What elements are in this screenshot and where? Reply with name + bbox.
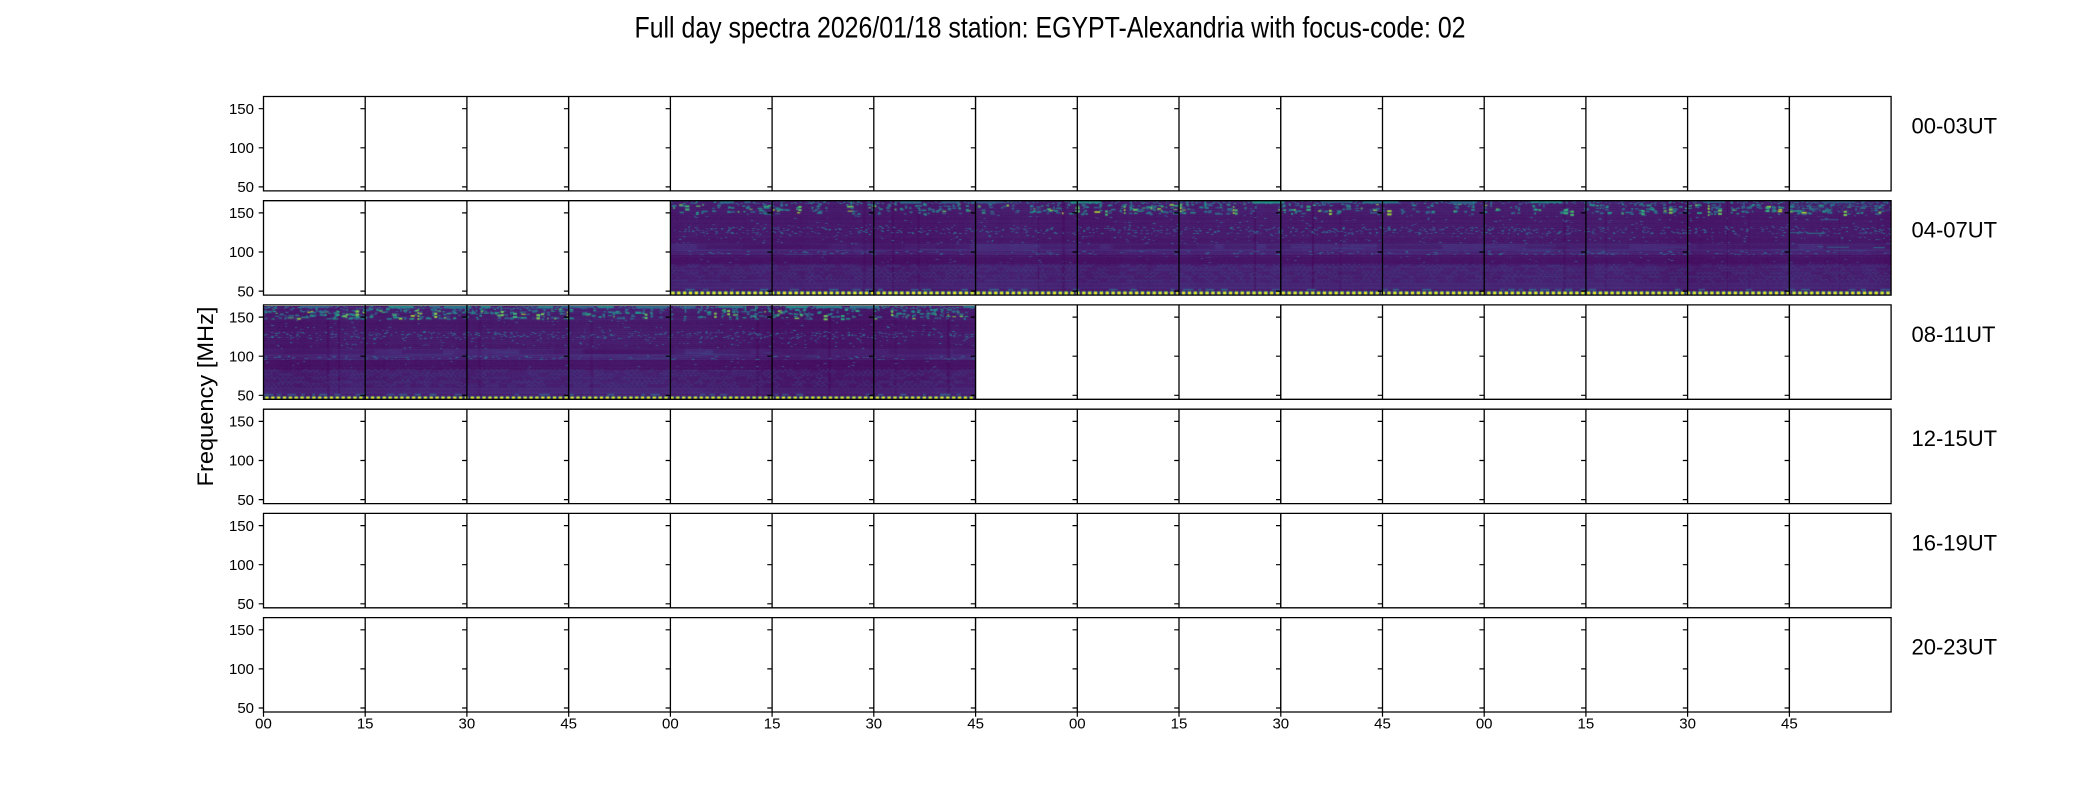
svg-text:45: 45: [1374, 716, 1391, 733]
svg-text:150: 150: [229, 309, 254, 326]
svg-text:04-07UT: 04-07UT: [1912, 218, 1998, 243]
svg-text:00: 00: [662, 716, 679, 733]
svg-text:50: 50: [237, 492, 254, 509]
svg-text:Frequency [MHz]: Frequency [MHz]: [193, 307, 218, 487]
svg-text:12-15UT: 12-15UT: [1912, 426, 1998, 451]
svg-text:20-23UT: 20-23UT: [1912, 635, 1998, 660]
svg-text:00: 00: [255, 716, 272, 733]
svg-text:15: 15: [1171, 716, 1188, 733]
svg-text:100: 100: [229, 557, 254, 574]
svg-text:100: 100: [229, 244, 254, 261]
svg-text:150: 150: [229, 101, 254, 118]
svg-text:45: 45: [1781, 716, 1798, 733]
svg-text:150: 150: [229, 205, 254, 222]
svg-text:45: 45: [560, 716, 577, 733]
svg-text:100: 100: [229, 661, 254, 678]
svg-text:100: 100: [229, 140, 254, 157]
svg-text:50: 50: [237, 596, 254, 613]
svg-text:00: 00: [1069, 716, 1086, 733]
svg-text:150: 150: [229, 414, 254, 431]
svg-text:00-03UT: 00-03UT: [1912, 114, 1998, 139]
svg-text:150: 150: [229, 518, 254, 535]
svg-text:Full day spectra 2026/01/18 st: Full day spectra 2026/01/18 station: EGY…: [635, 12, 1466, 45]
svg-text:15: 15: [357, 716, 374, 733]
svg-text:30: 30: [865, 716, 882, 733]
svg-text:08-11UT: 08-11UT: [1912, 322, 1996, 347]
svg-text:100: 100: [229, 453, 254, 470]
svg-text:00: 00: [1476, 716, 1493, 733]
svg-text:16-19UT: 16-19UT: [1912, 530, 1998, 555]
svg-text:50: 50: [237, 283, 254, 300]
svg-text:150: 150: [229, 622, 254, 639]
svg-text:30: 30: [459, 716, 476, 733]
svg-text:50: 50: [237, 179, 254, 196]
svg-text:15: 15: [1578, 716, 1595, 733]
svg-text:30: 30: [1272, 716, 1289, 733]
svg-text:15: 15: [764, 716, 781, 733]
svg-text:50: 50: [237, 700, 254, 717]
svg-text:50: 50: [237, 388, 254, 405]
svg-text:45: 45: [967, 716, 984, 733]
svg-text:100: 100: [229, 348, 254, 365]
svg-text:30: 30: [1679, 716, 1696, 733]
